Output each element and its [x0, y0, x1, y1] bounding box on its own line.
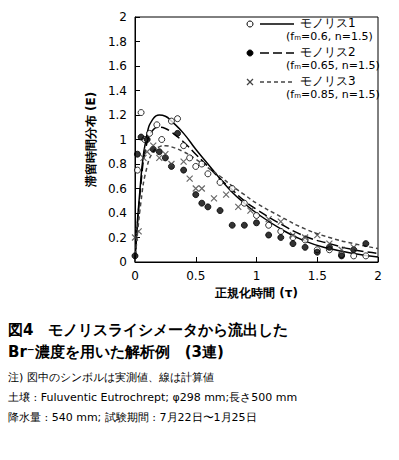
svg-text:Br⁻濃度を用いた解析例 (3連): Br⁻濃度を用いた解析例 (3連) — [8, 343, 224, 361]
svg-text:0.4: 0.4 — [108, 206, 127, 220]
svg-text:1.5: 1.5 — [308, 269, 327, 283]
svg-text:0.8: 0.8 — [108, 157, 127, 171]
svg-text:土壌 : Fuluventic Eutrochrept; φ: 土壌 : Fuluventic Eutrochrept; φ298 mm;長さ5… — [8, 391, 297, 404]
svg-text:0.6: 0.6 — [108, 182, 127, 196]
svg-text:1.2: 1.2 — [108, 108, 127, 122]
svg-text:(fₘ=0.6, n=1.5): (fₘ=0.6, n=1.5) — [286, 30, 373, 43]
svg-text:モノリス2: モノリス2 — [300, 45, 356, 59]
svg-text:注) 図中のシンボルは実測値、線は計算値: 注) 図中のシンボルは実測値、線は計算値 — [8, 371, 214, 384]
svg-text:モノリス1: モノリス1 — [300, 16, 356, 30]
svg-text:降水量 : 540 mm; 試験期間 : 7月22日〜1月2: 降水量 : 540 mm; 試験期間 : 7月22日〜1月25日 — [8, 411, 257, 424]
svg-text:0: 0 — [131, 269, 139, 283]
svg-text:(fₘ=0.85, n=1.5): (fₘ=0.85, n=1.5) — [286, 88, 380, 101]
svg-text:1.4: 1.4 — [108, 84, 127, 98]
svg-text:正規化時間 (τ): 正規化時間 (τ) — [214, 286, 298, 300]
svg-text:1.6: 1.6 — [108, 59, 127, 73]
svg-text:(fₘ=0.65, n=1.5): (fₘ=0.65, n=1.5) — [286, 59, 380, 72]
svg-text:1: 1 — [119, 133, 127, 147]
svg-text:1.8: 1.8 — [108, 35, 127, 49]
svg-text:0: 0 — [119, 255, 127, 269]
svg-text:2: 2 — [119, 10, 127, 24]
svg-text:1: 1 — [253, 269, 261, 283]
svg-text:2: 2 — [374, 269, 382, 283]
svg-text:図4 モノリスライシメータから流出した: 図4 モノリスライシメータから流出した — [8, 321, 288, 339]
svg-text:0.2: 0.2 — [108, 231, 127, 245]
svg-text:モノリス3: モノリス3 — [300, 74, 356, 88]
svg-text:0.5: 0.5 — [186, 269, 205, 283]
svg-text:滞留時間分布 (E): 滞留時間分布 (E) — [84, 92, 98, 188]
